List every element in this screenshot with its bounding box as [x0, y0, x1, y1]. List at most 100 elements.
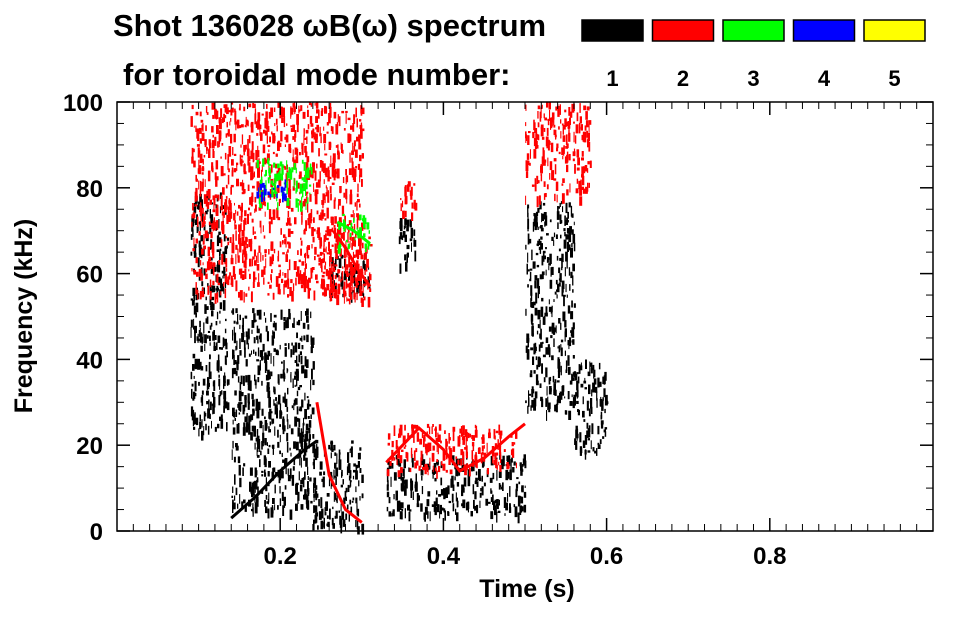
mode-1-speck	[246, 335, 249, 345]
mode-1-speck	[194, 358, 198, 370]
mode-2-speck	[255, 204, 257, 212]
mode-1-speck	[265, 477, 267, 488]
mode-2-speck	[350, 214, 354, 218]
mode-1-speck	[542, 250, 546, 254]
mode-1-speck	[281, 452, 283, 457]
mode-2-speck	[347, 298, 350, 302]
mode-2-speck	[299, 171, 302, 179]
mode-2-speck	[241, 182, 245, 191]
mode-1-speck	[434, 477, 437, 482]
mode-1-speck	[204, 344, 206, 351]
mode-1-speck	[342, 479, 344, 485]
mode-3-speck	[305, 201, 307, 210]
mode-2-speck	[244, 246, 247, 258]
mode-2-speck	[352, 236, 356, 245]
mode-2-speck	[230, 275, 233, 284]
mode-1-speck	[283, 496, 286, 506]
mode-2-speck	[323, 126, 325, 131]
mode-2-speck	[241, 230, 245, 237]
mode-1-speck	[405, 261, 408, 272]
mode-1-speck	[219, 251, 221, 257]
mode-1-speck	[541, 297, 544, 302]
mode-2-speck	[356, 218, 359, 229]
mode-1-ridge-1	[230, 439, 318, 520]
mode-1-speck	[577, 376, 580, 384]
mode-2-speck	[238, 204, 241, 209]
mode-1-speck	[290, 452, 292, 457]
mode-1-speck	[232, 486, 234, 493]
mode-2-speck	[529, 149, 531, 159]
mode-1-speck	[190, 371, 193, 380]
mode-2-speck	[254, 208, 256, 213]
mode-2-speck	[281, 278, 284, 283]
mode-1-speck	[207, 380, 210, 390]
mode-2-speck	[290, 128, 294, 132]
mode-2-speck	[237, 255, 240, 263]
mode-2-speck	[207, 170, 211, 182]
mode-1-speck	[252, 308, 255, 314]
mode-1-speck	[267, 390, 271, 399]
mode-1-speck	[519, 505, 522, 515]
mode-1-speck	[237, 376, 240, 383]
mode-2-speck	[260, 252, 262, 262]
legend-label-4: 4	[818, 66, 831, 91]
mode-2-speck	[327, 271, 331, 280]
mode-2-speck	[360, 275, 362, 281]
mode-1-speck	[213, 345, 216, 351]
mode-1-speck	[404, 485, 407, 496]
mode-1-speck	[252, 399, 255, 407]
mode-2-speck	[315, 182, 319, 188]
mode-2-speck	[307, 245, 310, 250]
mode-2-speck	[511, 442, 514, 447]
mode-2-speck	[483, 452, 487, 458]
mode-1-speck	[274, 386, 276, 393]
mode-2-speck	[226, 121, 228, 128]
mode-1-speck	[587, 428, 591, 438]
mode-1-speck	[257, 401, 261, 411]
mode-1-speck	[439, 511, 441, 519]
mode-1-speck	[294, 371, 298, 375]
mode-1-speck	[307, 416, 310, 419]
mode-1-speck	[321, 508, 324, 519]
y-tick-label: 20	[76, 433, 103, 460]
mode-2-speck	[271, 258, 274, 265]
mode-1-speck	[213, 385, 215, 388]
mode-1-speck	[270, 371, 273, 377]
mode-1-speck	[510, 458, 512, 470]
mode-1-speck	[197, 257, 200, 268]
mode-1-speck	[232, 349, 235, 359]
mode-1-speck	[272, 467, 276, 473]
mode-2-speck	[246, 148, 250, 157]
mode-2-speck	[209, 279, 212, 288]
mode-2-speck	[337, 269, 341, 273]
mode-1-speck	[403, 459, 406, 469]
mode-1-speck	[569, 226, 572, 233]
mode-3-speck	[306, 167, 310, 179]
mode-1-speck	[533, 343, 536, 355]
mode-3-region-13	[256, 157, 313, 212]
mode-1-speck	[193, 246, 197, 254]
mode-1-speck	[352, 497, 355, 501]
mode-1-speck	[350, 506, 353, 516]
mode-2-speck	[402, 435, 406, 444]
mode-2-speck	[283, 283, 285, 295]
mode-1-speck	[361, 493, 364, 499]
mode-2-speck	[576, 178, 579, 184]
mode-1-speck	[295, 441, 299, 451]
mode-1-speck	[577, 433, 579, 439]
mode-1-speck	[269, 421, 271, 426]
mode-1-speck	[308, 420, 312, 428]
mode-2-speck	[195, 125, 197, 132]
mode-1-speck	[341, 511, 345, 520]
mode-2-speck	[202, 161, 204, 165]
mode-1-speck	[554, 291, 557, 295]
mode-2-speck	[217, 292, 219, 303]
mode-1-speck	[557, 222, 559, 229]
mode-1-speck	[306, 396, 309, 399]
chart-title: Shot 136028 ωB(ω) spectrum	[113, 8, 546, 43]
mode-1-speck	[559, 257, 562, 261]
mode-1-speck	[226, 402, 230, 411]
mode-2-speck	[308, 277, 311, 283]
mode-1-speck	[214, 335, 217, 340]
mode-1-speck	[311, 344, 314, 348]
